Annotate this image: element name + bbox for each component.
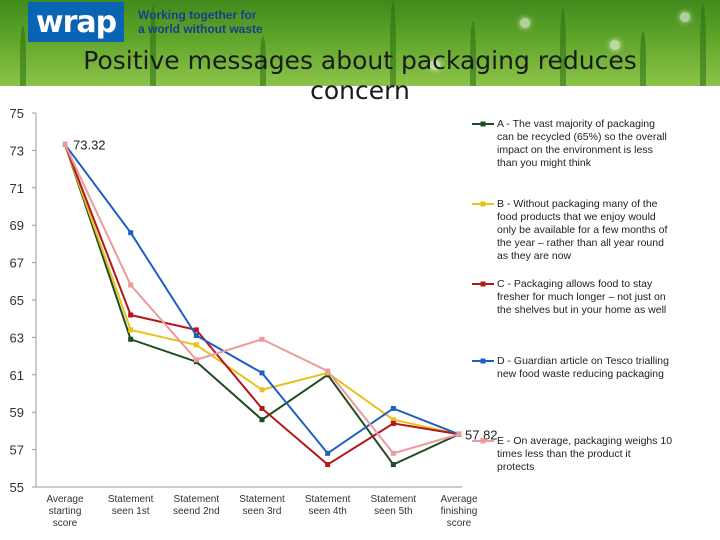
y-tick-label: 73 (10, 143, 24, 158)
data-point-E (128, 282, 134, 288)
data-point-C (128, 312, 134, 318)
x-tick-label: Statement seen 1st (108, 494, 154, 517)
data-point-D (128, 230, 134, 236)
data-point-E (325, 368, 331, 374)
series-line-C (64, 144, 460, 466)
data-point-E (390, 450, 396, 456)
data-point-D (390, 405, 396, 411)
data-point-A (390, 462, 396, 468)
tagline: Working together for a world without was… (138, 8, 263, 36)
y-tick-label: 61 (10, 368, 24, 383)
data-point-D (259, 370, 265, 376)
page-title: Positive messages about packaging reduce… (83, 46, 637, 105)
data-point-E (62, 141, 68, 147)
data-point-A (128, 336, 134, 342)
x-tick-label: Average finishing score (440, 494, 478, 529)
legend-marker-B (480, 201, 486, 207)
data-point-D (193, 333, 199, 339)
data-point-C (325, 462, 331, 468)
y-tick-label: 57 (10, 443, 24, 458)
data-point-A (259, 417, 265, 423)
data-point-B (193, 342, 199, 348)
data-point-C (193, 327, 199, 333)
tagline-line-1: Working together for (138, 8, 257, 22)
legend-label-E: E - On average, packaging weighs 10 times… (497, 435, 672, 473)
data-point-E (456, 431, 462, 437)
legend-label-A: A - The vast majority of packaging can be… (497, 118, 667, 169)
data-point-B (390, 417, 396, 423)
x-tick-label: Statement seen 3rd (239, 494, 285, 517)
legend-marker-C (480, 281, 486, 287)
data-point-E (193, 357, 199, 363)
wrap-logo[interactable]: wrap (28, 2, 124, 42)
logo-text: wrap (35, 4, 117, 40)
legend-label-C: C - Packaging allows food to stay fresher… (497, 278, 666, 316)
line-chart: 55 57 59 61 63 65 67 69 71 73 75 Average starting sco… (10, 106, 673, 529)
y-tick-label: 55 (10, 480, 24, 495)
y-tick-label: 63 (10, 330, 24, 345)
data-point-C (259, 405, 265, 411)
x-tick-label: Average starting score (46, 494, 84, 529)
x-tick-label: Statement seend 2nd (173, 494, 220, 517)
legend-marker-A (480, 121, 486, 127)
data-point-B (259, 387, 265, 393)
data-point-C (390, 420, 396, 426)
start-value-label: 73.32 (73, 137, 106, 152)
tagline-line-2: a world without waste (138, 22, 263, 36)
y-tick-label: 67 (10, 256, 24, 271)
end-value-label: 57.82 (465, 427, 498, 442)
x-tick-label: Statement seen 5th (371, 494, 417, 517)
legend-label-B: B - Without packaging many of the food pr… (497, 198, 668, 262)
y-tick-label: 59 (10, 405, 24, 420)
legend-marker-D (480, 358, 486, 364)
y-tick-label: 71 (10, 181, 24, 196)
data-point-E (259, 336, 265, 342)
series-line-A (64, 144, 460, 466)
data-point-D (325, 450, 331, 456)
y-tick-label: 69 (10, 218, 24, 233)
header-banner: wrap Working together for a world withou… (0, 0, 720, 86)
legend-marker-E (480, 438, 486, 444)
y-tick-label: 65 (10, 293, 24, 308)
y-tick-label: 75 (10, 106, 24, 121)
data-point-B (128, 327, 134, 333)
x-tick-label: Statement seen 4th (305, 494, 351, 517)
legend-label-D: D - Guardian article on Tesco trialling n… (497, 355, 669, 380)
